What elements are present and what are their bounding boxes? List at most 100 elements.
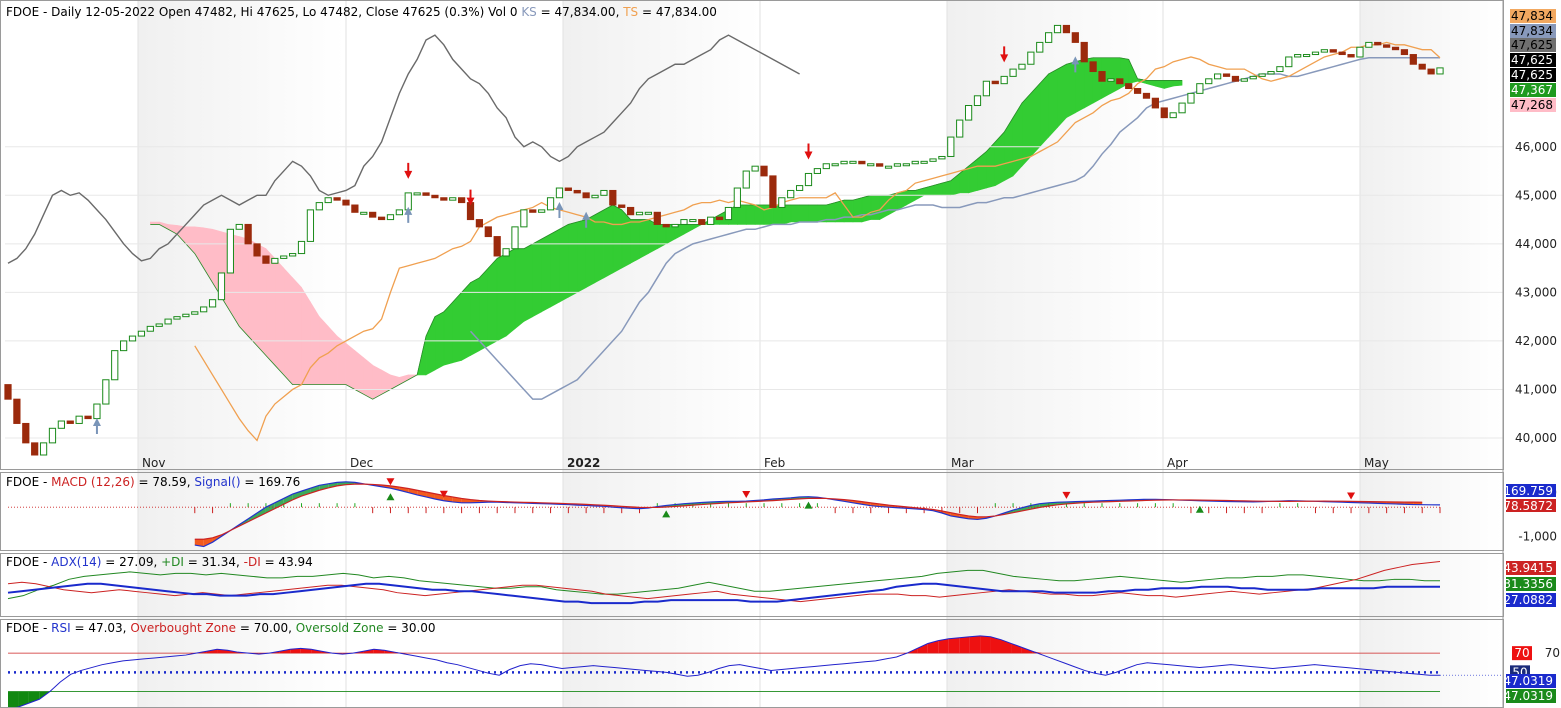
buy-arrow-icon bbox=[386, 493, 395, 501]
candle-up bbox=[520, 209, 528, 228]
candle-down bbox=[1071, 32, 1079, 43]
candle-down bbox=[1098, 71, 1106, 82]
candle-up bbox=[413, 192, 421, 196]
cloud-segment bbox=[1021, 92, 1032, 167]
rsi-70-tag-bg bbox=[1512, 646, 1532, 661]
adx-line bbox=[7, 582, 1440, 605]
candle-up bbox=[956, 119, 964, 138]
rsi-oversold-fill bbox=[28, 691, 40, 704]
candle-down bbox=[653, 211, 661, 225]
cloud-segment bbox=[906, 190, 916, 206]
cloud-segment bbox=[594, 209, 605, 284]
cloud-segment bbox=[443, 301, 454, 366]
cloud-segment bbox=[1030, 82, 1041, 158]
candle-up bbox=[360, 211, 368, 215]
sell-arrow-icon bbox=[386, 478, 395, 486]
price-tick-label: 43,000 bbox=[1515, 285, 1557, 299]
cloud-segment bbox=[274, 257, 285, 376]
rsi-value-tag-bg bbox=[1506, 674, 1556, 688]
candle-up bbox=[39, 442, 48, 456]
candle-up bbox=[93, 403, 101, 420]
candle-down bbox=[1089, 61, 1097, 73]
cloud-segment bbox=[452, 291, 462, 364]
cloud-segment bbox=[283, 267, 293, 386]
rsi-overbought-fill bbox=[1011, 643, 1022, 654]
adx-header: FDOE - ADX(14) = 27.09, +DI = 31.34, -DI… bbox=[6, 555, 313, 569]
adx-tag-bg bbox=[1506, 561, 1556, 575]
candle-up bbox=[1009, 68, 1017, 77]
candle-down bbox=[1329, 49, 1337, 53]
candle-down bbox=[431, 194, 439, 199]
candle-up bbox=[849, 160, 857, 164]
price-tag: 47,625 bbox=[1511, 68, 1553, 82]
candle-up bbox=[1053, 24, 1062, 34]
macd-fill-segment bbox=[203, 537, 213, 547]
cloud-segment bbox=[354, 350, 365, 395]
candle-down bbox=[1418, 63, 1426, 70]
candle-down bbox=[1409, 54, 1417, 65]
price-tag: 47,834 bbox=[1511, 9, 1553, 23]
cloud-segment bbox=[603, 204, 614, 279]
candle-up bbox=[1205, 78, 1213, 85]
month-band bbox=[1360, 0, 1503, 708]
cloud-segment bbox=[559, 223, 569, 303]
buy-arrow-icon bbox=[804, 501, 813, 509]
macd-line bbox=[194, 481, 1441, 548]
candle-down bbox=[769, 175, 777, 208]
candle-up bbox=[1187, 92, 1195, 104]
candle-up bbox=[57, 420, 65, 429]
buy-arrow-icon bbox=[582, 211, 591, 228]
macd-value-tag-bg bbox=[1506, 499, 1556, 512]
sell-arrow-icon bbox=[1347, 492, 1356, 500]
cloud-segment bbox=[612, 204, 623, 274]
candle-up bbox=[271, 257, 279, 264]
price-tag: 47,625 bbox=[1511, 53, 1553, 67]
candle-down bbox=[1231, 75, 1240, 82]
cloud-segment bbox=[1066, 61, 1076, 119]
candle-down bbox=[1391, 46, 1400, 51]
price-tag: 47,834 bbox=[1511, 24, 1553, 38]
cloud-segment bbox=[630, 219, 640, 264]
candle-up bbox=[324, 197, 332, 204]
cloud-segment bbox=[514, 248, 525, 330]
month-label: Apr bbox=[1167, 456, 1188, 470]
cloud-segment bbox=[399, 374, 409, 386]
candles bbox=[4, 24, 1444, 456]
candle-down bbox=[529, 209, 537, 213]
candle-up bbox=[680, 219, 688, 225]
candle-up bbox=[1036, 41, 1044, 53]
buy-arrow-icon bbox=[1071, 56, 1080, 73]
candle-up bbox=[128, 335, 137, 342]
candle-down bbox=[484, 226, 492, 238]
month-label: Mar bbox=[951, 456, 974, 470]
candle-up bbox=[840, 160, 848, 165]
candle-up bbox=[831, 163, 839, 167]
candle-down bbox=[22, 422, 30, 444]
candle-up bbox=[1214, 73, 1222, 80]
candle-down bbox=[369, 211, 377, 218]
candle-up bbox=[217, 272, 226, 301]
rsi-tick-label: 70 bbox=[1545, 646, 1560, 660]
cloud-segment bbox=[310, 301, 320, 385]
candle-up bbox=[1302, 54, 1311, 58]
candle-down bbox=[333, 197, 341, 201]
cloud-segment bbox=[345, 342, 356, 390]
cloud-segment bbox=[238, 236, 249, 337]
candle-up bbox=[911, 160, 919, 165]
candle-up bbox=[235, 223, 243, 230]
candle-down bbox=[1142, 92, 1151, 99]
candle-up bbox=[822, 163, 830, 170]
candle-up bbox=[395, 209, 403, 216]
cloud-segment bbox=[461, 281, 471, 361]
candle-down bbox=[475, 219, 484, 228]
candle-down bbox=[858, 160, 866, 165]
candle-down bbox=[351, 204, 359, 213]
candle-up bbox=[289, 253, 297, 257]
month-labels: Nov Dec 2022 Feb Mar Apr May bbox=[142, 456, 1389, 470]
candle-up bbox=[538, 209, 546, 213]
candle-up bbox=[964, 105, 973, 121]
sell-arrow-icon bbox=[439, 490, 448, 498]
macd-fill-segment bbox=[257, 507, 266, 518]
candle-up bbox=[733, 187, 741, 208]
